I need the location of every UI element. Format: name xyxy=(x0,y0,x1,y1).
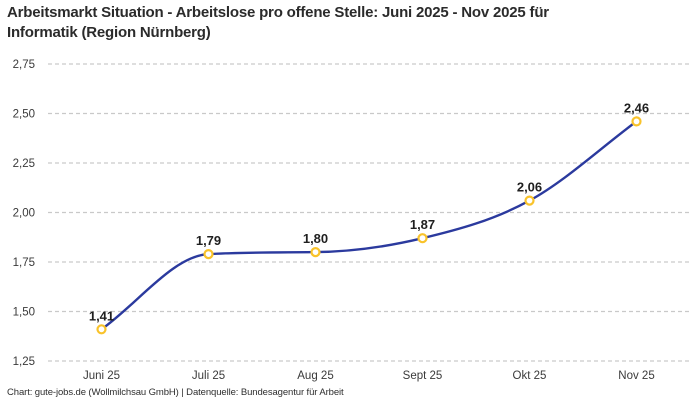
chart-title: Arbeitsmarkt Situation - Arbeitslose pro… xyxy=(7,3,687,43)
data-point-marker xyxy=(310,247,321,258)
data-point-label: 1,87 xyxy=(410,217,435,232)
data-point-marker xyxy=(524,195,535,206)
data-point-marker xyxy=(203,249,214,260)
x-tick-label: Juni 25 xyxy=(83,370,120,382)
y-tick-label: 2,50 xyxy=(13,109,35,121)
chart-title-line-2: Informatik (Region Nürnberg) xyxy=(7,24,211,41)
data-point-label: 1,80 xyxy=(303,231,328,246)
data-point-marker xyxy=(417,233,428,244)
data-point-label: 1,41 xyxy=(89,308,114,323)
y-tick-label: 1,75 xyxy=(13,257,35,269)
chart-attribution: Chart: gute-jobs.de (Wollmilchsau GmbH) … xyxy=(7,387,344,398)
x-tick-label: Sept 25 xyxy=(403,370,443,382)
x-tick-label: Nov 25 xyxy=(618,370,654,382)
series-line xyxy=(100,120,638,331)
data-point-marker xyxy=(631,116,642,127)
x-tick-label: Aug 25 xyxy=(297,370,333,382)
y-tick-label: 1,25 xyxy=(13,356,35,368)
data-point-label: 2,46 xyxy=(624,100,649,115)
y-tick-label: 2,00 xyxy=(13,208,35,220)
data-point-marker xyxy=(96,324,107,335)
y-tick-label: 2,25 xyxy=(13,158,35,170)
x-tick-label: Juli 25 xyxy=(192,370,225,382)
y-tick-label: 1,50 xyxy=(13,307,35,319)
y-tick-label: 2,75 xyxy=(13,59,35,71)
x-tick-label: Okt 25 xyxy=(513,370,547,382)
chart-title-line-1: Arbeitsmarkt Situation - Arbeitslose pro… xyxy=(7,4,549,21)
data-point-label: 1,79 xyxy=(196,233,221,248)
data-point-label: 2,06 xyxy=(517,180,542,195)
